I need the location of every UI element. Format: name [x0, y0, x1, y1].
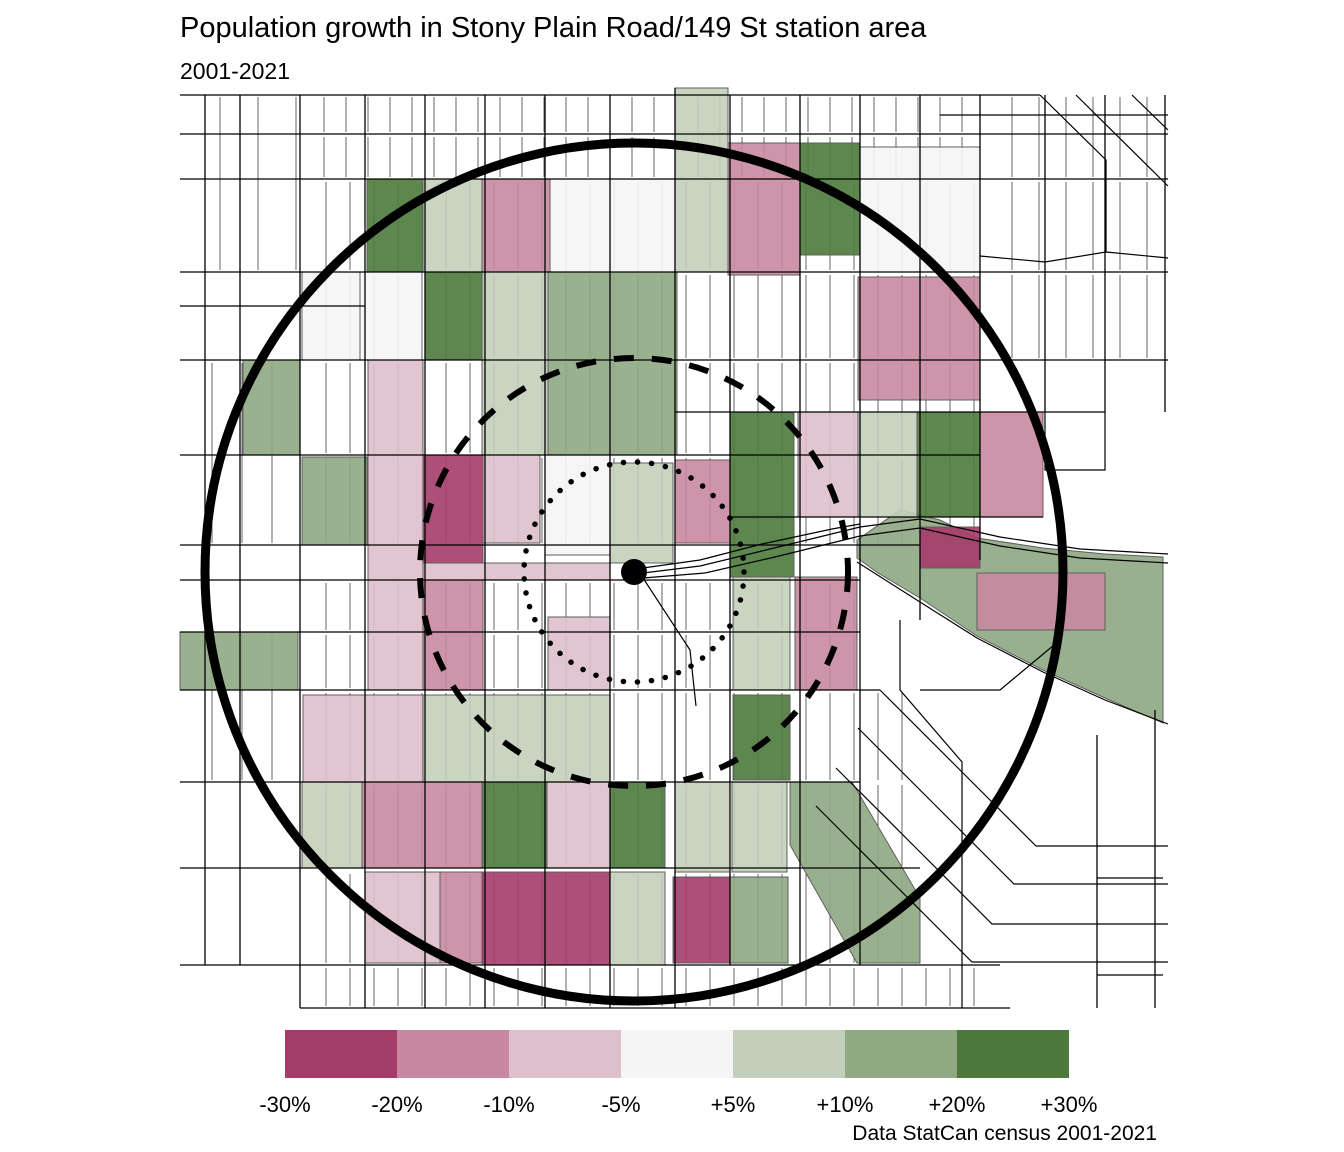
legend-label: +20%: [928, 1092, 986, 1117]
legend-label: -10%: [483, 1092, 535, 1117]
legend-label: +5%: [710, 1092, 756, 1117]
legend-label: +10%: [816, 1092, 874, 1117]
legend: -30% -20% -10% -5% +5% +10% +20% +30%: [259, 1030, 1097, 1118]
census-block: [976, 572, 1106, 631]
census-block: [481, 781, 548, 869]
census-block: [481, 871, 611, 966]
street-path: [879, 689, 1168, 847]
census-block: [732, 694, 791, 781]
legend-swatches: [285, 1030, 1069, 1078]
street-path: [857, 727, 1168, 885]
census-block: [729, 411, 795, 578]
legend-label: -5%: [601, 1092, 641, 1117]
census-block: [481, 178, 551, 273]
legend-swatch: [957, 1030, 1069, 1078]
census-block: [732, 576, 791, 691]
legend-labels: -30% -20% -10% -5% +5% +10% +20% +30%: [259, 1092, 1097, 1118]
census-block: [919, 526, 981, 569]
census-block: [674, 87, 729, 273]
census-block: [549, 178, 676, 273]
legend-label: -30%: [259, 1092, 311, 1117]
census-block: [547, 271, 678, 456]
street-path: [642, 577, 697, 707]
figure-title: Population growth in Stony Plain Road/14…: [180, 12, 927, 44]
census-block: [422, 579, 484, 691]
census-block: [674, 459, 731, 544]
street-path: [1044, 412, 1106, 471]
census-block: [359, 271, 423, 361]
data-source-caption: Data StatCan census 2001-2021: [852, 1122, 1157, 1145]
legend-label: -20%: [371, 1092, 423, 1117]
street-path: [920, 639, 1061, 691]
census-block: [546, 781, 611, 869]
station-marker: [621, 559, 647, 585]
census-block: [916, 411, 981, 518]
street-path: [1131, 94, 1169, 131]
legend-label: +30%: [1040, 1092, 1098, 1117]
census-block: [301, 456, 368, 546]
census-block: [422, 562, 611, 581]
inner-buffer-circle: [521, 459, 747, 685]
census-block: [731, 781, 788, 873]
census-block: [609, 462, 674, 564]
street-path: [1039, 94, 1107, 252]
census-block: [609, 871, 666, 966]
legend-swatch: [845, 1030, 957, 1078]
census-block: [481, 271, 549, 456]
census-block: [797, 411, 859, 518]
street-path: [1075, 94, 1169, 187]
census-block: [424, 271, 486, 361]
legend-swatch: [397, 1030, 509, 1078]
legend-swatch: [509, 1030, 621, 1078]
figure-subtitle: 2001-2021: [180, 58, 290, 84]
census-block: [794, 576, 858, 691]
census-block: [609, 781, 666, 869]
census-block: [674, 781, 731, 873]
census-block: [857, 411, 918, 518]
census-block: [179, 631, 299, 691]
street-path: [979, 251, 1169, 263]
census-block: [302, 694, 424, 783]
census-block: [672, 876, 731, 964]
street-path: [835, 767, 1168, 925]
legend-swatch: [285, 1030, 397, 1078]
street-path: [815, 805, 1168, 963]
census-block: [361, 781, 483, 869]
outer-buffer-circle: [200, 138, 1068, 1006]
census-block: [422, 694, 611, 783]
middle-buffer-circle: [417, 355, 851, 789]
legend-swatch: [733, 1030, 845, 1078]
census-block: [367, 359, 424, 691]
census-block: [482, 454, 541, 544]
census-block: [727, 142, 801, 276]
street-path: [856, 561, 1169, 725]
street-path: [899, 620, 963, 1008]
census-block: [544, 454, 611, 556]
legend-swatch: [621, 1030, 733, 1078]
census-block: [439, 871, 484, 964]
census-block: [729, 876, 789, 964]
